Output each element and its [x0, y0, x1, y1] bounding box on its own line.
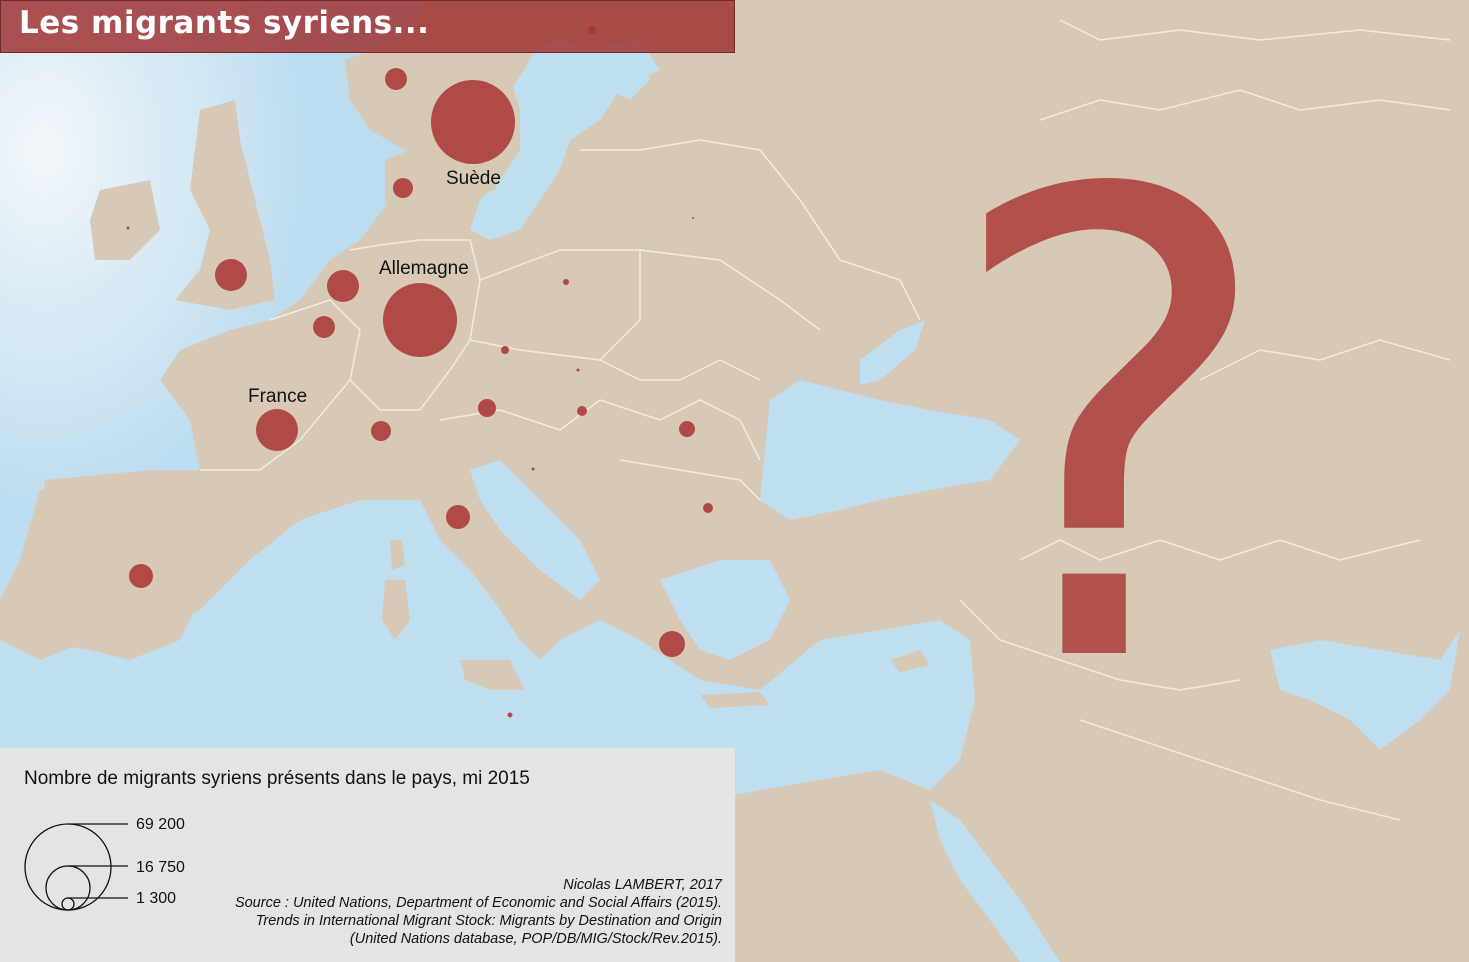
symbol-denmark — [393, 178, 413, 198]
legend-value-small: 1 300 — [136, 890, 177, 907]
symbol-ireland — [126, 226, 130, 230]
corsica — [390, 540, 405, 570]
symbol-netherlands — [327, 270, 359, 302]
symbol-sweden — [431, 80, 515, 164]
page-title: Les migrants syriens... — [19, 5, 430, 41]
black-sea — [760, 380, 1020, 520]
legend-circles — [24, 823, 128, 911]
symbol-czechia — [501, 346, 509, 354]
sicily — [460, 660, 525, 690]
symbol-bulgaria — [703, 503, 713, 513]
legend-circle-medium — [45, 865, 91, 911]
great-britain — [175, 100, 275, 310]
symbol-poland — [563, 279, 569, 285]
symbol-romania — [679, 421, 695, 437]
symbol-spain — [129, 564, 153, 588]
aegean-sea — [660, 560, 790, 660]
legend-value-medium: 16 750 — [136, 859, 185, 876]
credits-line3: (United Nations database, POP/DB/MIG/Sto… — [349, 931, 722, 947]
sea-of-azov — [860, 320, 925, 385]
cyprus — [890, 650, 930, 672]
persian-gulf — [1270, 630, 1460, 750]
crete — [700, 692, 770, 708]
symbol-france — [256, 409, 298, 451]
symbol-italy — [446, 505, 470, 529]
legend-value-large: 69 200 — [136, 816, 185, 833]
credits-line2: Trends in International Migrant Stock: M… — [255, 913, 722, 929]
mediterranean-sea — [0, 500, 975, 795]
symbol-switzerland — [371, 421, 391, 441]
label-sweden: Suède — [446, 168, 501, 189]
proportional-symbols — [126, 26, 713, 718]
symbol-slovakia — [576, 368, 580, 372]
credits-author: Nicolas LAMBERT, 2017 — [563, 877, 722, 893]
gulf-of-bothnia — [575, 40, 650, 100]
country-borders — [200, 19, 1451, 821]
symbol-hungary — [577, 406, 587, 416]
sardinia — [382, 580, 410, 640]
symbol-norway — [385, 68, 407, 90]
symbol-estonia — [692, 217, 694, 219]
ireland — [90, 180, 160, 260]
question-mark-icon: ? — [940, 59, 1280, 804]
legend-circle-small — [61, 897, 75, 911]
symbol-greece — [659, 631, 685, 657]
red-sea — [930, 800, 1060, 962]
credits-line1: Source : United Nations, Department of E… — [234, 895, 722, 911]
symbol-germany — [383, 283, 457, 357]
adriatic-sea — [470, 460, 600, 600]
symbol-uk — [215, 259, 247, 291]
legend-circle-large — [24, 823, 112, 911]
symbol-austria — [478, 399, 496, 417]
label-germany: Allemagne — [379, 258, 469, 279]
label-france: France — [248, 386, 307, 407]
symbol-malta — [507, 712, 513, 718]
legend-title: Nombre de migrants syriens présents dans… — [24, 768, 530, 789]
title-banner: Les migrants syriens... — [0, 0, 735, 53]
credits: Nicolas LAMBERT, 2017 Source : United Na… — [235, 876, 722, 948]
symbol-belgium — [313, 316, 335, 338]
symbol-croatia — [531, 467, 535, 471]
legend: Nombre de migrants syriens présents dans… — [0, 748, 735, 962]
